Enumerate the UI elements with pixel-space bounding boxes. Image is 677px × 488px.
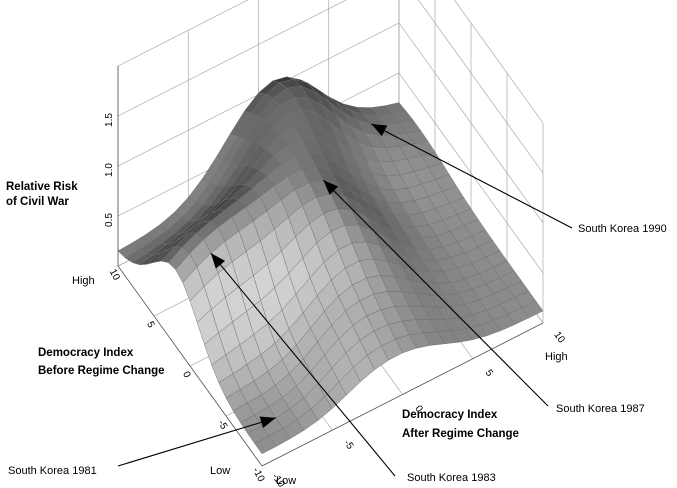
annotation-label-1990: South Korea 1990 [578,223,667,235]
annotation-label-1981: South Korea 1981 [8,465,97,477]
right-wall-horizontal-gridline [398,22,544,224]
annotation-arrow-line [370,123,573,229]
x-axis-low-label: Low [276,475,296,487]
back-wall-horizontal-gridline [117,0,249,67]
y-axis-tick-label: 0 [180,370,193,380]
y-axis-tick-label: 10 [107,267,122,282]
front-bottom-edge [261,322,544,467]
y-axis-low-label: Low [210,465,230,477]
y-axis-title-line2: Before Regime Change [38,365,165,377]
x-axis-tick-label: 10 [551,330,567,346]
z-axis-title-line1: Relative Risk [6,181,78,193]
annotation-arrow-head [210,253,226,269]
axis-box-front [117,66,544,467]
right-wall-horizontal-gridline [398,72,544,274]
x-axis-tick-label: 5 [483,368,495,379]
right-wall-horizontal-gridline [454,0,544,124]
risk-surface [117,76,544,455]
annotation-arrow-line [322,179,549,407]
x-axis-title-line1: Democracy Index [402,409,498,421]
y-axis-tick-label: -10 [250,466,267,484]
y-axis-high-label: High [72,275,95,287]
right-wall-horizontal-gridline [418,0,544,174]
x-axis-high-label: High [545,351,568,363]
annotation-arrow-line [117,417,276,467]
z-axis-tick-label: 0.5 [104,213,115,227]
annotation-label-1983: South Korea 1983 [407,472,496,484]
y-axis-tick-label: 5 [144,320,157,330]
y-axis-tick-label: -5 [215,418,229,431]
x-axis-tick-label: -5 [341,438,355,452]
x-axis-tick-label: 0 [412,404,424,415]
surface-cell [254,436,277,455]
annotation-arrow-head [371,123,388,137]
annotation-arrows [117,123,573,477]
left-bottom-edge [117,265,263,467]
annotation-arrow-head [259,416,276,428]
z-axis-tick-label: 1.5 [104,113,115,127]
x-axis-title-line2: After Regime Change [402,428,519,440]
y-axis-title-line1: Democracy Index [38,347,134,359]
z-axis-title-line2: of Civil War [6,196,69,208]
z-axis-tick-label: 1.0 [104,163,115,177]
annotation-label-1987: South Korea 1987 [556,403,645,415]
annotation-arrow-head [323,180,339,195]
back-wall-horizontal-gridline [117,0,347,117]
annotation-arrow-line [210,252,396,477]
